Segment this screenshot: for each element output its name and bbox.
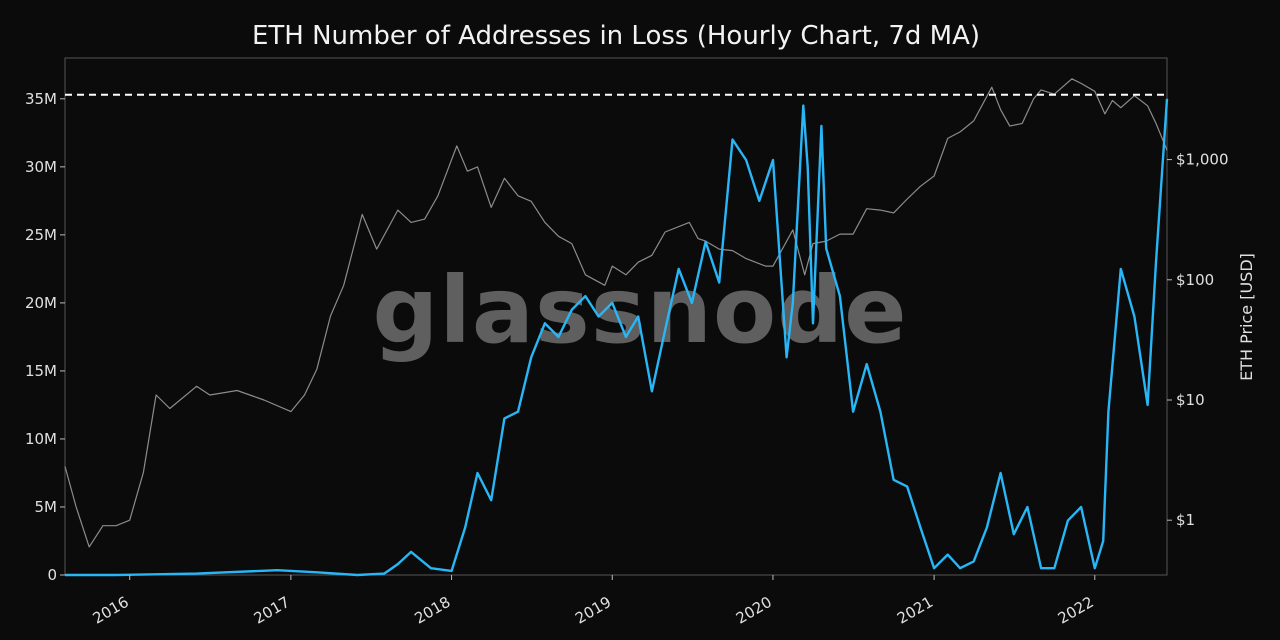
addresses-in-loss-line: [65, 98, 1169, 577]
x-tick-label: 2017: [251, 593, 293, 628]
right-axis: $1 $10 $100 $1,000: [1167, 151, 1229, 529]
left-tick-label: 20M: [25, 294, 57, 312]
x-tick-label: 2016: [90, 593, 132, 628]
left-tick-label: 5M: [35, 498, 58, 516]
left-tick-label: 30M: [25, 158, 57, 176]
left-axis: 0 5M 10M 15M 20M 25M 30M 35M: [25, 90, 65, 584]
x-tick-label: 2021: [894, 593, 936, 628]
left-tick-label: 15M: [25, 362, 57, 380]
left-tick-label: 0: [47, 566, 57, 584]
plot-area: glassnode: [64, 57, 1169, 577]
watermark: glassnode: [373, 257, 908, 364]
x-tick-label: 2022: [1055, 593, 1097, 628]
x-tick-label: 2020: [733, 593, 775, 628]
right-tick-label: $1: [1176, 511, 1195, 529]
left-tick-label: 25M: [25, 226, 57, 244]
right-tick-label: $1,000: [1176, 151, 1229, 169]
right-axis-label: ETH Price [USD]: [1237, 253, 1256, 381]
right-tick-label: $10: [1176, 391, 1205, 409]
x-axis: 2016 2017 2018 2019 2020 2021 2022: [90, 575, 1097, 628]
x-tick-label: 2018: [411, 593, 453, 628]
plot-frame: [64, 57, 1168, 576]
chart-title: ETH Number of Addresses in Loss (Hourly …: [252, 21, 980, 51]
x-tick-label: 2019: [572, 593, 614, 628]
left-tick-label: 35M: [25, 90, 57, 108]
right-tick-label: $100: [1176, 271, 1214, 289]
left-tick-label: 10M: [25, 430, 57, 448]
eth-price-line: [64, 78, 1168, 548]
